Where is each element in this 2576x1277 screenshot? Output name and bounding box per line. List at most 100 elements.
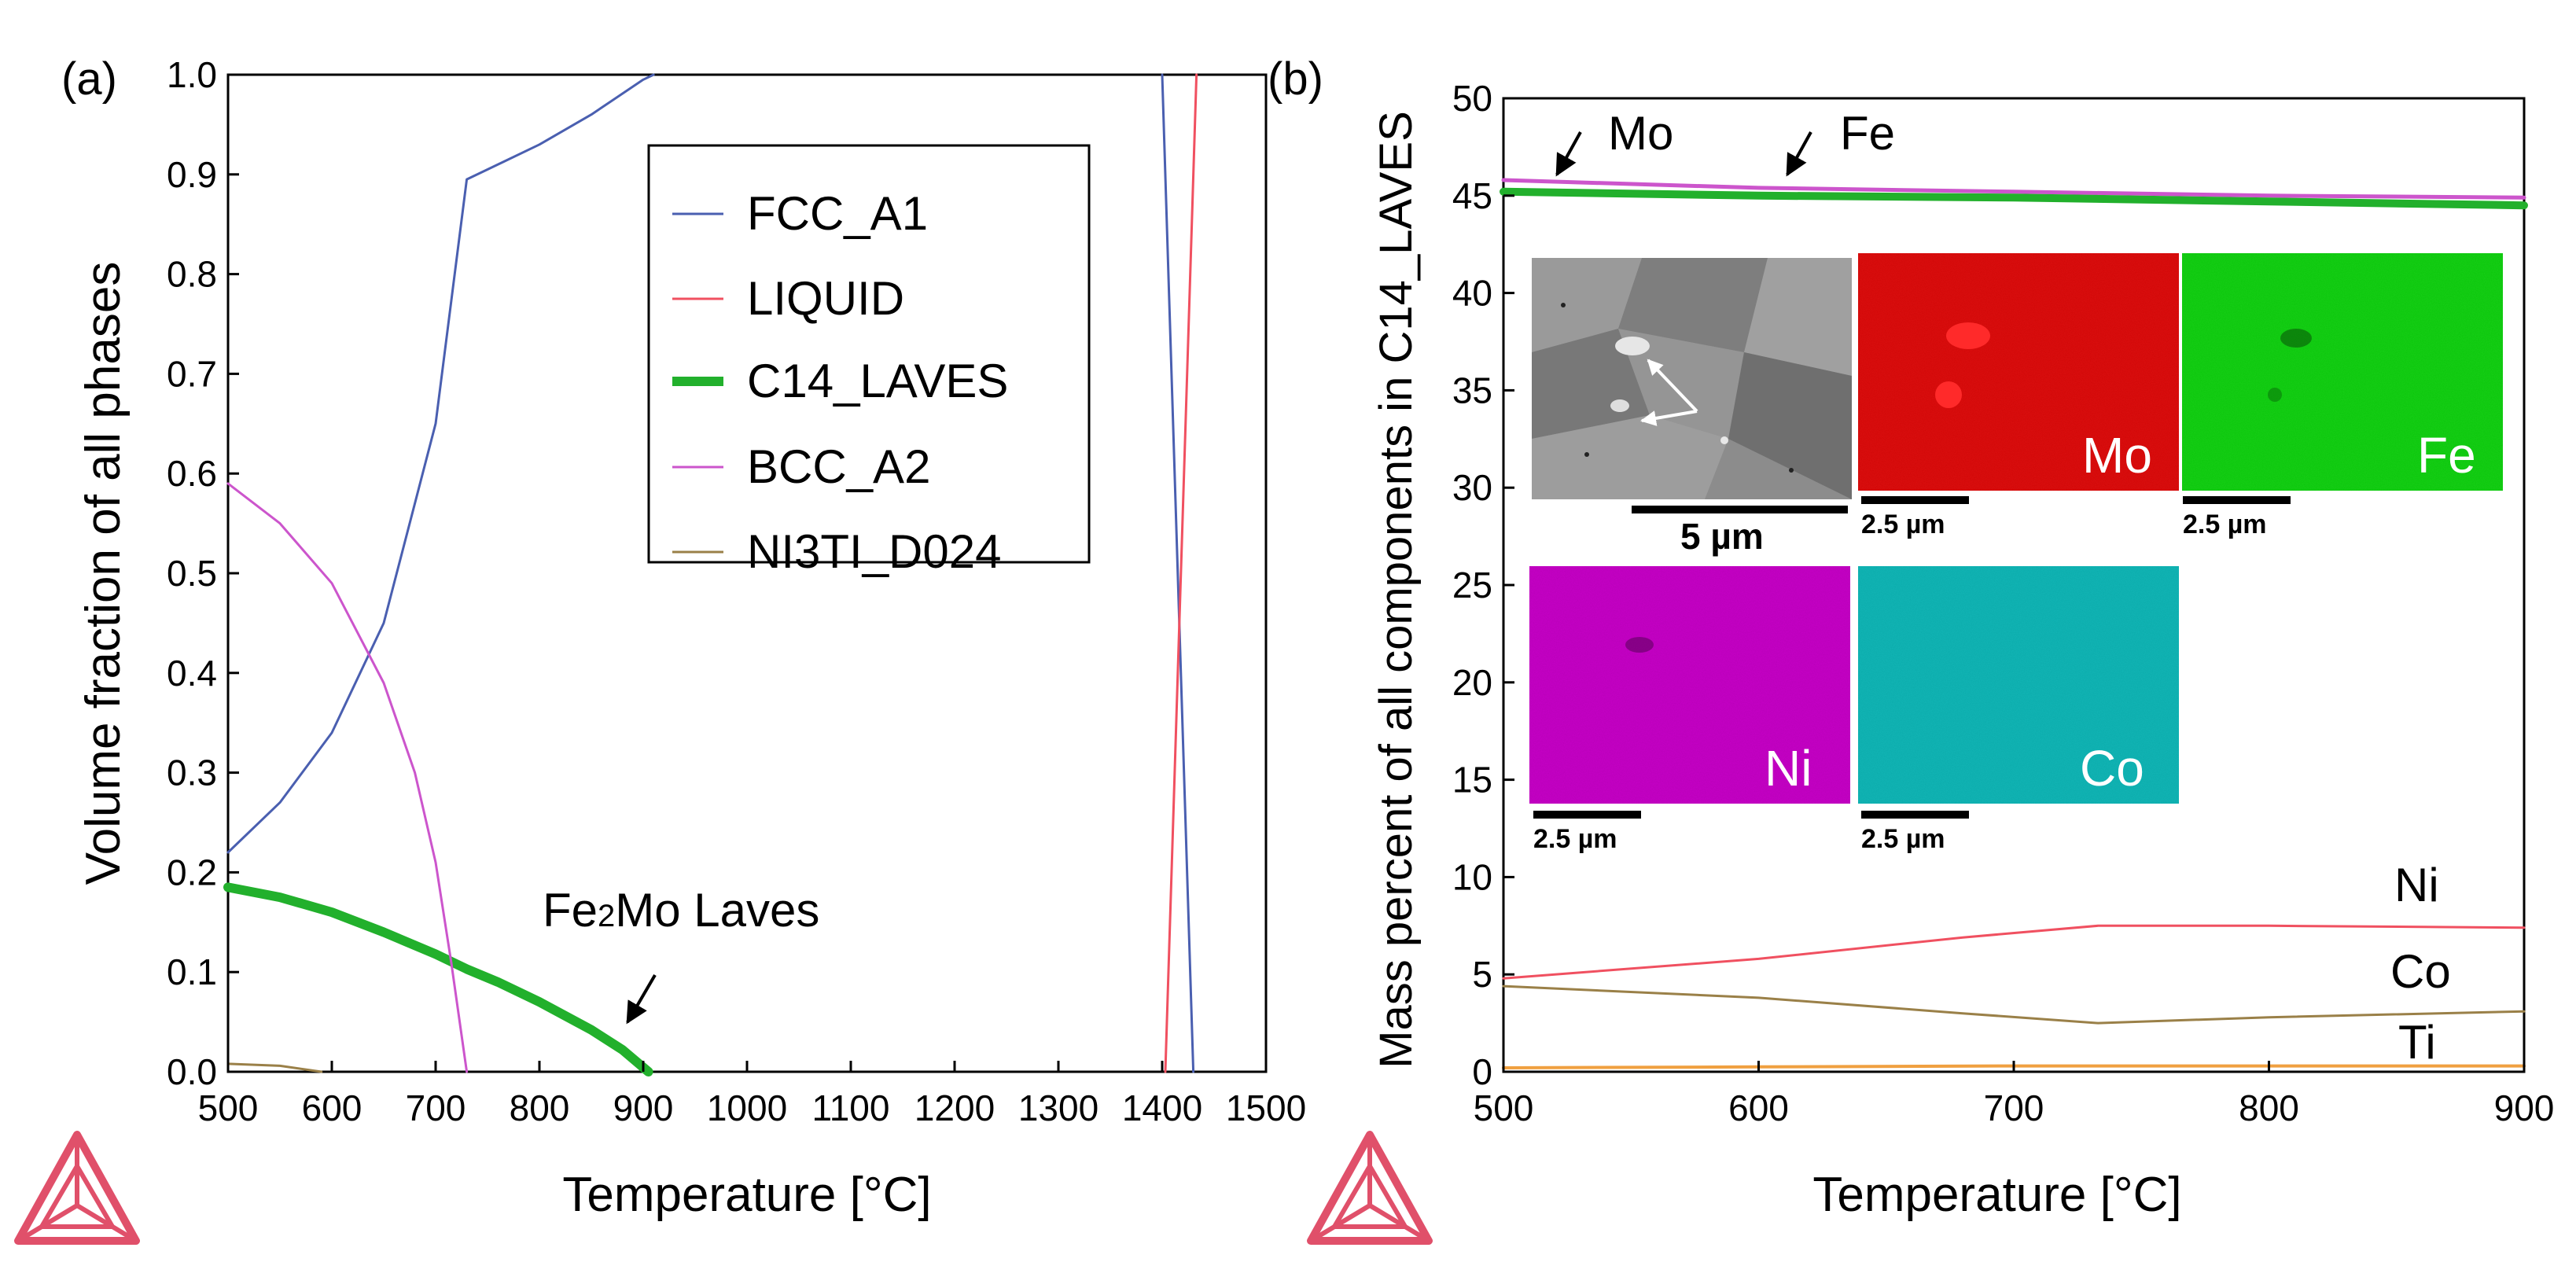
thermocalc-logo-a bbox=[14, 1131, 140, 1245]
logo-spoke bbox=[1309, 1203, 1371, 1243]
scalebar-mo bbox=[1861, 496, 1969, 504]
panel-a-series-fcc-a1-0 bbox=[226, 73, 655, 854]
panel-b-y-ticks: 0 5 10 15 20 25 30 35 40 45 50 bbox=[1452, 78, 1514, 1092]
panel-a-y-tick-label: 0.3 bbox=[167, 753, 217, 793]
panel-a-y-tick-label: 0.6 bbox=[167, 453, 217, 494]
eds-label-ni: Ni bbox=[1765, 740, 1812, 797]
legend-label-laves: C14_LAVES bbox=[747, 355, 1008, 407]
panel-b-y-axis-label: Mass percent of all components in C14_LA… bbox=[1371, 111, 1422, 1069]
fe-arrow bbox=[1786, 131, 1812, 177]
scalebar-main bbox=[1632, 506, 1848, 513]
panel-a-x-tick-label: 1500 bbox=[1226, 1087, 1306, 1128]
panel-a-y-tick-label: 0.9 bbox=[167, 154, 217, 195]
panel-a-label: (a) bbox=[61, 53, 117, 105]
logo-inner-triangle bbox=[1330, 1161, 1410, 1229]
panel-b-x-tick-label: 600 bbox=[1728, 1087, 1789, 1128]
panel-a-y-tick-label: 0.8 bbox=[167, 254, 217, 295]
scalebar-co-label: 2.5 µm bbox=[1861, 824, 1945, 854]
laves-annotation: Fe2Mo Laves bbox=[543, 884, 819, 937]
scalebar-mo-label: 2.5 µm bbox=[1861, 510, 1945, 539]
scalebar-ni-label: 2.5 µm bbox=[1533, 824, 1617, 854]
panel-b-y-tick-label: 50 bbox=[1452, 78, 1492, 119]
panel-b-y-tick-label: 30 bbox=[1452, 467, 1492, 508]
logo-outer-triangle bbox=[1307, 1131, 1433, 1245]
panel-b-y-tick-label: 15 bbox=[1452, 760, 1492, 800]
panel-a-series-c14-laves-3 bbox=[223, 882, 653, 1076]
panel-a-x-tick-label: 900 bbox=[613, 1087, 674, 1128]
panel-a-x-tick-label: 1400 bbox=[1122, 1087, 1202, 1128]
legend-label-ni3ti: NI3TI_D024 bbox=[747, 525, 1002, 578]
panel-a: 500 600 700 800 900 1000 1100 1200 1300 1400 1500 … bbox=[14, 53, 1306, 1245]
panel-a-y-tick-label: 1.0 bbox=[167, 54, 217, 95]
co-line-label: Co bbox=[2390, 945, 2451, 998]
ni-line-label: Ni bbox=[2394, 859, 2439, 911]
mo-arrow-label: Mo bbox=[1608, 107, 1673, 160]
eds-map-fe bbox=[2182, 253, 2503, 491]
panel-a-y-tick-label: 0.5 bbox=[167, 553, 217, 594]
panel-b-series-ni-2 bbox=[1502, 924, 2526, 980]
eds-map-ni bbox=[1529, 566, 1850, 804]
logo-spoke bbox=[1368, 1203, 1430, 1243]
eds-label-mo: Mo bbox=[2082, 427, 2152, 484]
sem-image bbox=[1532, 258, 1852, 499]
panel-a-y-tick-label: 0.7 bbox=[167, 353, 217, 394]
panel-a-x-tick-label: 500 bbox=[198, 1087, 259, 1128]
panel-b-y-tick-label: 10 bbox=[1452, 856, 1492, 897]
scalebar-co bbox=[1861, 811, 1969, 819]
panel-a-y-tick-label: 0.4 bbox=[167, 653, 217, 694]
panel-a-x-ticks: 500 600 700 800 900 1000 1100 1200 1300 1400 1500 bbox=[198, 1061, 1306, 1128]
panel-b-y-tick-label: 25 bbox=[1452, 565, 1492, 605]
panel-b-y-tick-label: 20 bbox=[1452, 662, 1492, 703]
eds-map-mo bbox=[1858, 253, 2179, 491]
panel-a-x-tick-label: 800 bbox=[510, 1087, 570, 1128]
panel-b-series-fe-1 bbox=[1500, 187, 2528, 210]
eds-map-co bbox=[1858, 566, 2179, 804]
panel-a-series-fcc-a1-1 bbox=[1161, 73, 1195, 1073]
panel-a-series-bcc-a2-4 bbox=[226, 482, 469, 1073]
logo-outer-triangle bbox=[14, 1131, 140, 1245]
panel-b-y-tick-label: 45 bbox=[1452, 175, 1492, 216]
scalebar-main-label: 5 µm bbox=[1680, 516, 1764, 557]
panel-b-series-mo-0 bbox=[1501, 178, 2526, 200]
panel-b-y-tick-label: 35 bbox=[1452, 370, 1492, 410]
panel-a-y-tick-label: 0.1 bbox=[167, 951, 217, 992]
fe-arrow-label: Fe bbox=[1840, 107, 1895, 160]
panel-a-x-tick-label: 1100 bbox=[812, 1087, 890, 1128]
panel-a-y-tick-label: 0.0 bbox=[167, 1051, 217, 1092]
panel-a-y-axis-label: Volume fraction of all phases bbox=[76, 262, 131, 885]
panel-a-x-axis-label: Temperature [°C] bbox=[562, 1168, 931, 1222]
panel-a-series bbox=[223, 73, 1198, 1076]
panel-b-x-tick-label: 900 bbox=[2494, 1087, 2555, 1128]
legend-label-liquid: LIQUID bbox=[747, 272, 904, 325]
panel-a-y-tick-label: 0.2 bbox=[167, 852, 217, 892]
panel-b-y-tick-label: 40 bbox=[1452, 273, 1492, 314]
panel-b-x-tick-label: 700 bbox=[1984, 1087, 2044, 1128]
logo-spoke bbox=[17, 1203, 79, 1243]
panel-a-series-ni3ti-d024-5 bbox=[226, 1062, 323, 1073]
mo-arrow bbox=[1555, 131, 1582, 177]
panel-b-series-co-3 bbox=[1502, 984, 2526, 1025]
legend-label-fcc: FCC_A1 bbox=[747, 187, 928, 240]
scalebar-fe bbox=[2183, 496, 2291, 504]
panel-b-y-tick-label: 5 bbox=[1472, 954, 1492, 995]
panel-a-x-tick-label: 1200 bbox=[914, 1087, 995, 1128]
scalebar-ni bbox=[1533, 811, 1641, 819]
ti-line-label: Ti bbox=[2398, 1016, 2436, 1069]
panel-a-legend: FCC_A1 LIQUID C14_LAVES BCC_A2 NI3TI_D02… bbox=[647, 144, 1091, 578]
panel-b-label: (b) bbox=[1268, 53, 1323, 105]
logo-inner-triangle bbox=[37, 1161, 117, 1229]
eds-label-fe: Fe bbox=[2417, 427, 2476, 484]
panel-a-x-tick-label: 1300 bbox=[1018, 1087, 1098, 1128]
panel-b-y-tick-label: 0 bbox=[1472, 1051, 1492, 1092]
thermocalc-logo-b bbox=[1307, 1131, 1433, 1245]
panel-a-x-tick-label: 1000 bbox=[707, 1087, 787, 1128]
logo-spoke bbox=[75, 1203, 138, 1243]
eds-label-co: Co bbox=[2080, 740, 2144, 797]
panel-b-x-ticks: 500 600 700 800 900 bbox=[1474, 1061, 2555, 1128]
panel-b-x-tick-label: 800 bbox=[2239, 1087, 2299, 1128]
panel-a-x-tick-label: 700 bbox=[406, 1087, 466, 1128]
panel-b-x-axis-label: Temperature [°C] bbox=[1812, 1168, 2181, 1222]
scalebar-fe-label: 2.5 µm bbox=[2183, 510, 2267, 539]
